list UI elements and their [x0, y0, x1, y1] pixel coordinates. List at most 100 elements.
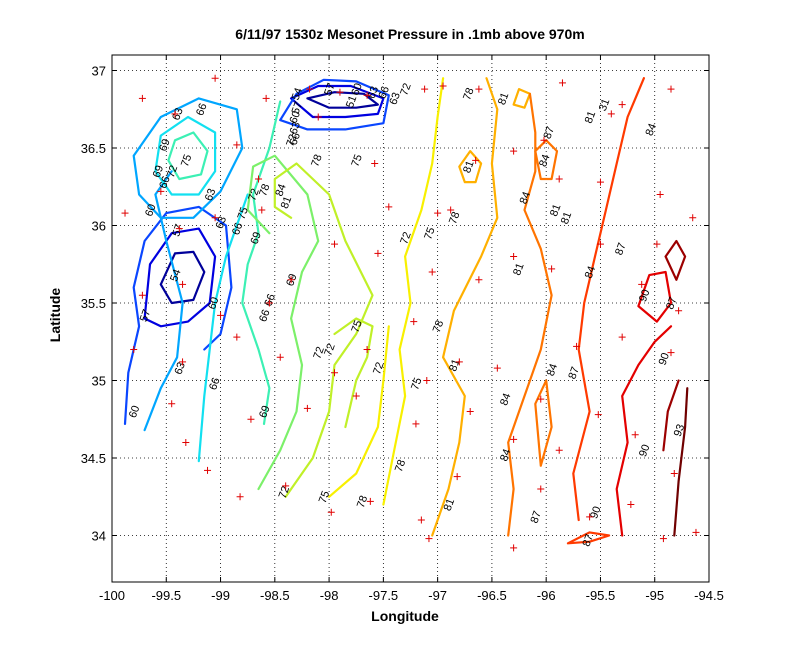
contour-line-78	[382, 77, 445, 506]
station-marker	[327, 508, 335, 516]
station-marker	[282, 482, 290, 490]
contour-label: 87	[566, 365, 581, 381]
station-marker	[217, 311, 225, 319]
contour-label: 63	[288, 120, 303, 136]
station-marker	[168, 400, 176, 408]
contour-label: 63	[173, 361, 188, 377]
y-axis: 34 34.5 35 35.5 36 36.5 37	[81, 64, 709, 544]
station-marker	[510, 435, 518, 443]
y-tick-label: 37	[92, 64, 106, 79]
station-marker	[287, 276, 295, 284]
station-marker	[510, 147, 518, 155]
station-marker	[423, 377, 431, 384]
station-marker	[211, 214, 219, 222]
contour-line-84	[534, 379, 553, 467]
contour-label: 60	[143, 203, 158, 219]
station-marker	[537, 485, 545, 493]
station-marker	[667, 349, 675, 357]
contour-label: 84	[498, 392, 513, 408]
station-marker	[371, 160, 379, 167]
station-marker	[537, 395, 545, 403]
station-marker	[130, 346, 138, 353]
station-marker	[425, 535, 433, 543]
station-marker	[331, 369, 339, 377]
station-marker	[475, 85, 483, 93]
contour-label: 72	[322, 342, 337, 358]
contour-line-87	[566, 531, 611, 545]
station-marker	[627, 501, 635, 508]
contour-line-78	[328, 325, 390, 498]
station-marker	[179, 280, 187, 288]
station-marker	[374, 249, 382, 257]
contour-label: 84	[545, 362, 560, 378]
station-marker	[594, 411, 602, 419]
station-marker	[573, 342, 581, 350]
contour-label: 66	[157, 175, 172, 191]
station-marker	[466, 408, 474, 415]
station-marker	[510, 544, 518, 552]
station-marker	[675, 307, 683, 315]
station-marker	[363, 91, 371, 99]
x-tick-label: -98.5	[260, 588, 290, 603]
contour-label: 81	[496, 91, 511, 107]
station-marker	[303, 404, 311, 412]
station-marker	[331, 240, 339, 248]
station-marker	[306, 85, 314, 93]
x-tick-label: -98	[320, 588, 339, 603]
contour-label: 81	[279, 195, 294, 211]
contour-label: 90	[637, 288, 652, 304]
y-tick-label: 35.5	[81, 296, 106, 311]
contour-label: 66	[288, 131, 303, 147]
contour-label: 72	[284, 133, 299, 149]
station-marker	[667, 85, 675, 93]
contour-label: 54	[168, 268, 183, 284]
contour-label: 72	[398, 82, 413, 98]
contour-line-90	[637, 270, 673, 323]
contour-label: 78	[393, 458, 408, 474]
x-tick-label: -100	[99, 588, 125, 603]
station-marker	[607, 110, 615, 118]
station-marker	[434, 209, 442, 217]
station-marker	[182, 439, 190, 446]
station-marker	[410, 318, 418, 326]
station-marker	[638, 280, 646, 288]
contour-label: 81	[511, 261, 526, 277]
station-marker	[366, 497, 374, 505]
station-marker	[510, 253, 518, 260]
contour-label: 66	[194, 102, 209, 118]
contour-label: 57	[322, 82, 337, 98]
contour-line-66	[197, 193, 249, 463]
y-tick-label: 34.5	[81, 451, 106, 466]
contour-line-69	[167, 131, 209, 181]
station-marker	[653, 240, 661, 248]
station-marker	[618, 333, 626, 341]
contour-line-84	[507, 92, 553, 537]
contour-line-96	[673, 387, 689, 537]
contour-line-54	[306, 91, 379, 109]
contour-label: 84	[498, 447, 513, 463]
contour-label: 63	[366, 85, 381, 101]
contour-label: 60	[127, 404, 142, 420]
contour-label: 63	[203, 187, 218, 203]
x-tick-label: -94.5	[694, 588, 724, 603]
contour-label: 72	[371, 361, 386, 377]
contour-label: 66	[207, 376, 222, 392]
contour-label: 72	[311, 345, 326, 361]
contour-label: 57	[290, 100, 305, 116]
station-marker	[558, 79, 566, 87]
contour-label: 87	[529, 509, 544, 525]
station-marker	[138, 291, 146, 299]
contour-label: 84	[518, 190, 533, 206]
contour-label: 75	[235, 206, 250, 222]
contour-label: 66	[230, 221, 245, 237]
contour-label: 75	[409, 376, 424, 392]
contour-label: 78	[431, 319, 446, 335]
contour-label: 72	[246, 187, 261, 203]
contour-line-66	[154, 115, 217, 196]
station-marker	[336, 88, 344, 96]
contour-label: 69	[157, 137, 172, 153]
station-marker	[618, 101, 626, 109]
station-marker	[262, 94, 270, 102]
chart-title: 6/11/97 1530z Mesonet Pressure in .1mb a…	[235, 26, 584, 42]
